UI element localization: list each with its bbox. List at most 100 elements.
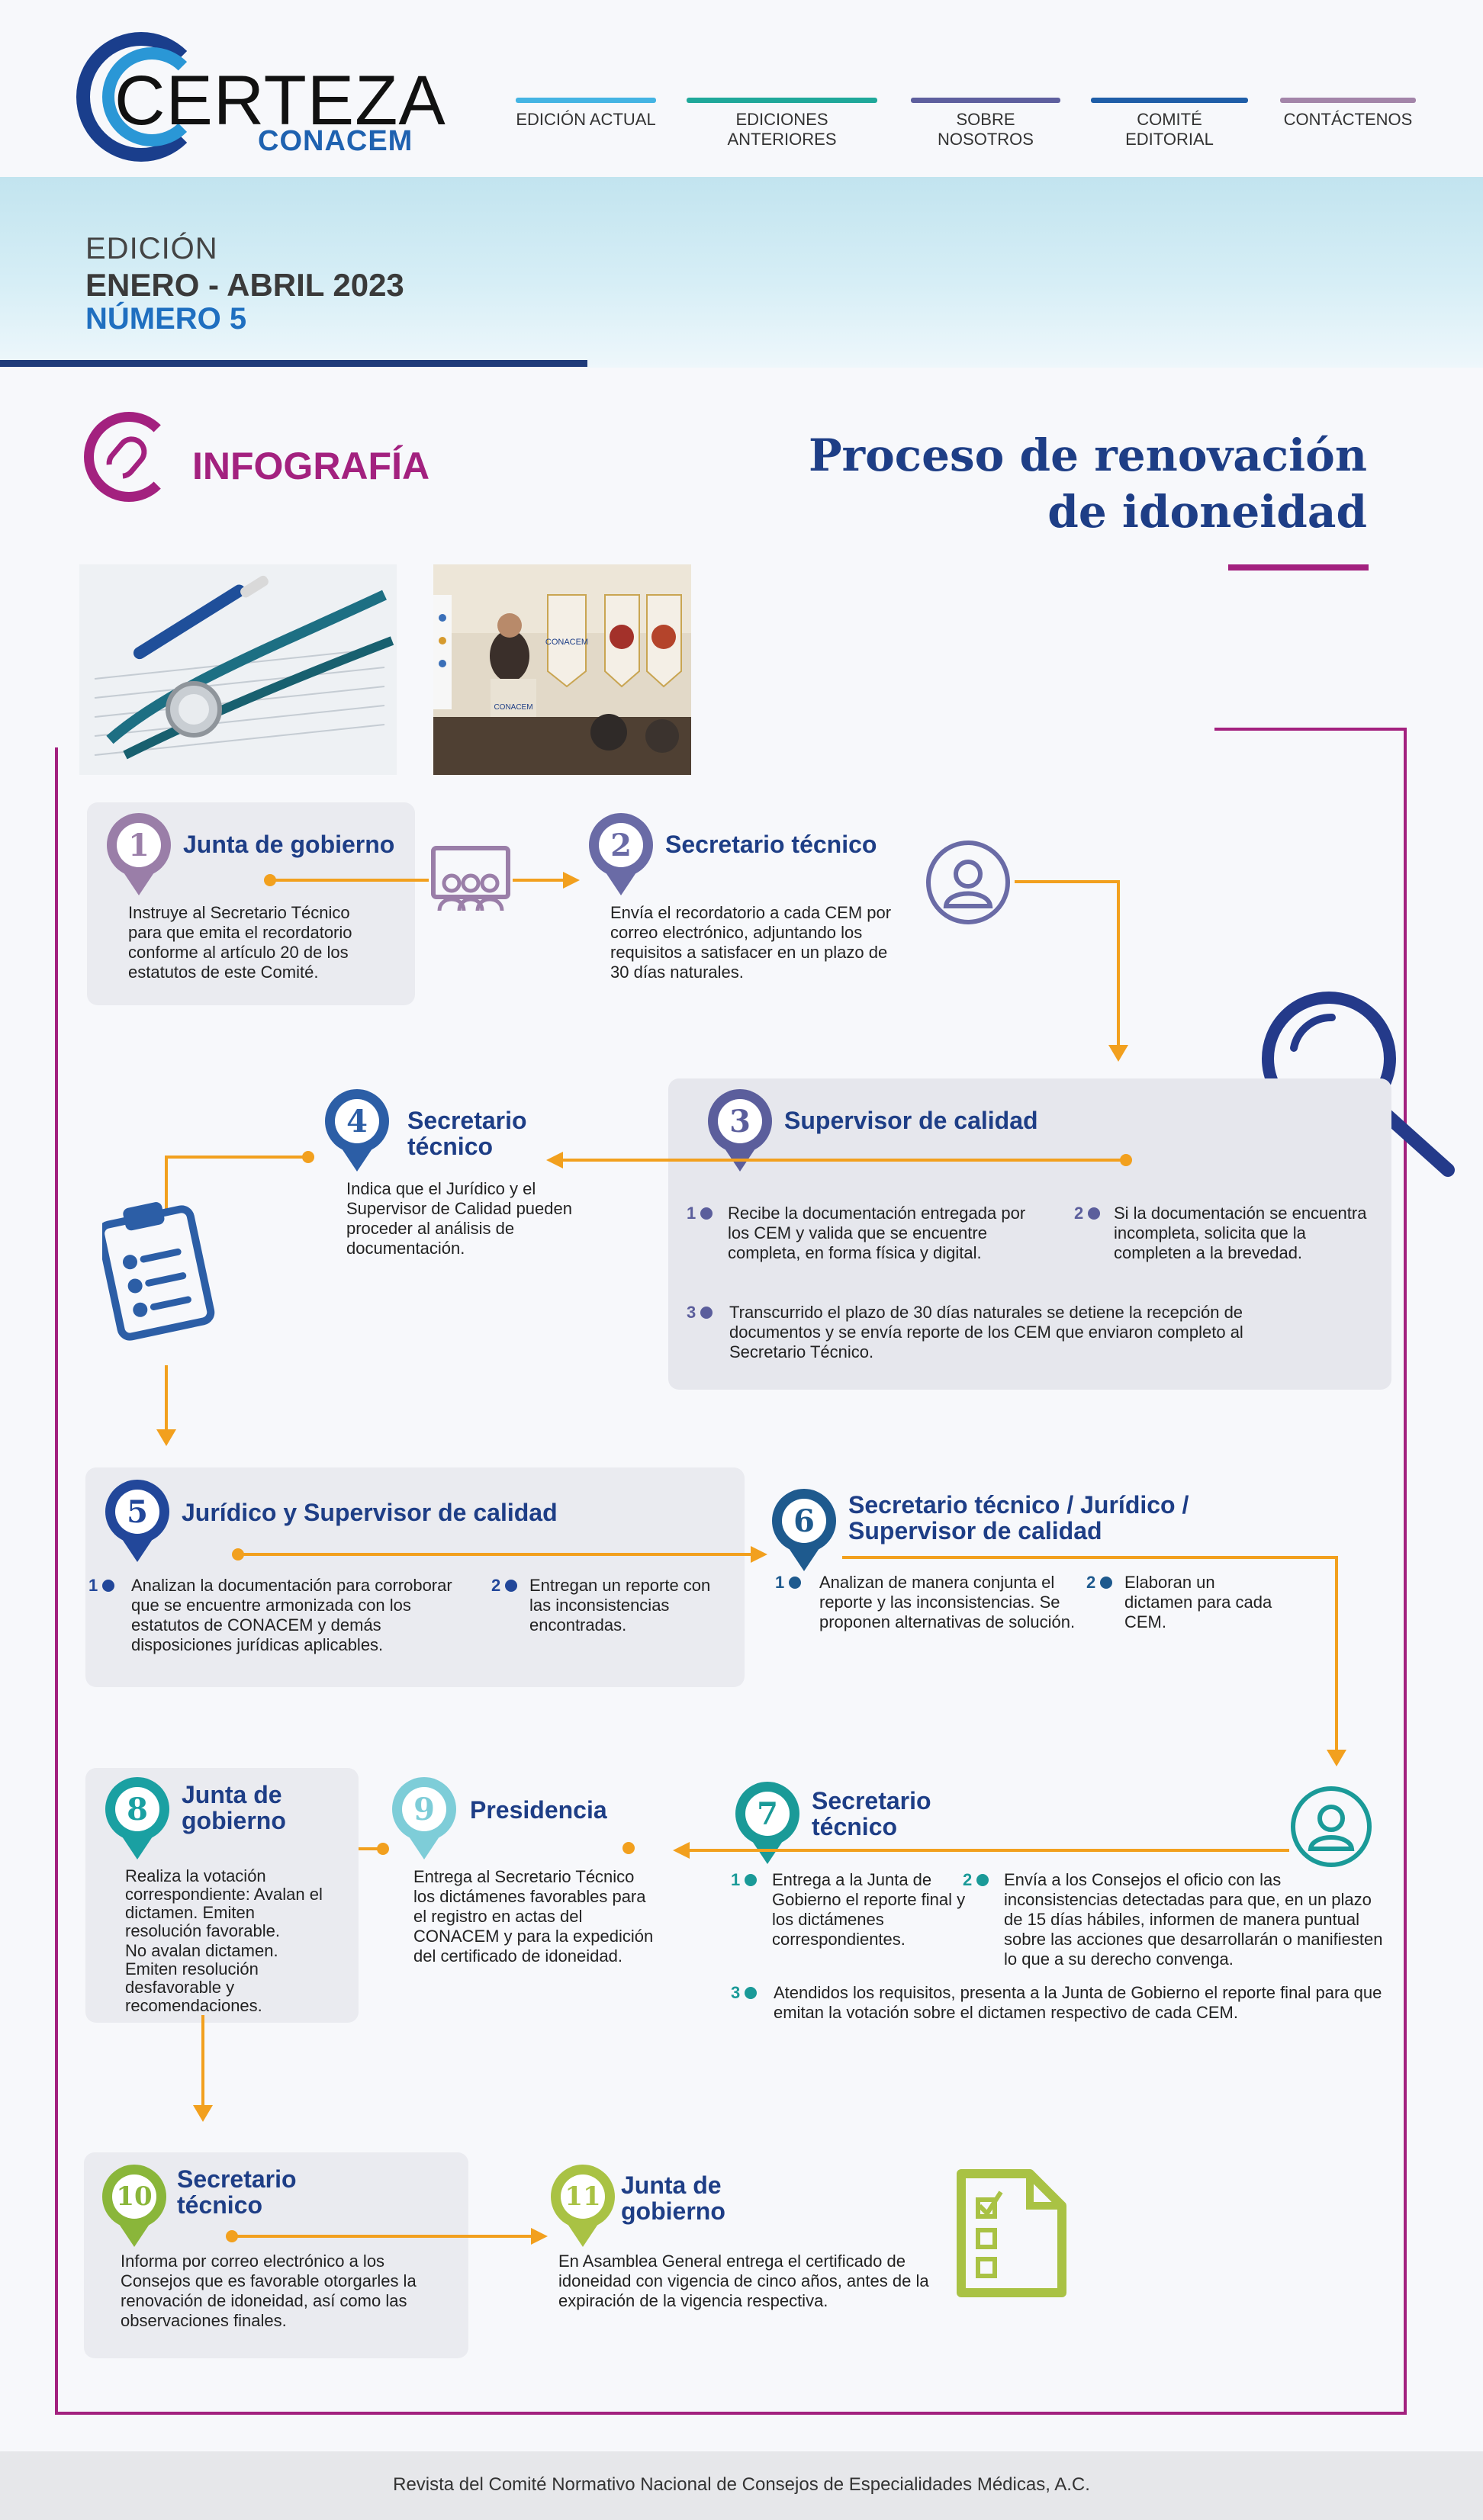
step-title-line1: Secretario (177, 2165, 297, 2193)
bullet-number: 2 (1074, 1204, 1084, 1223)
step-title: Secretario técnico (812, 1788, 931, 1840)
item-text: Elaboran un dictamen para cada CEM. (1124, 1573, 1272, 1631)
step-title: Secretario técnico / Jurídico / Supervis… (848, 1492, 1189, 1544)
connector-line (1335, 1556, 1338, 1754)
bullet-number: 2 (963, 1870, 973, 1889)
stethoscope-photo (79, 564, 397, 775)
connector-dot (622, 1842, 635, 1854)
nav-contactenos[interactable]: CONTÁCTENOS (1280, 98, 1416, 143)
edition-period: ENERO - ABRIL 2023 (85, 267, 404, 303)
step-title-line2: técnico (407, 1133, 494, 1160)
step-title: Junta de gobierno (621, 2172, 725, 2224)
item-text: Entrega a la Junta de Gobierno el report… (772, 1870, 966, 1949)
step-text: En Asamblea General entrega el certifica… (558, 2252, 929, 2310)
nav-label: COMITÉ EDITORIAL (1125, 110, 1214, 149)
bullet-dot (1100, 1577, 1113, 1589)
arrow-down-icon (193, 2105, 213, 2122)
step-text: Indica que el Jurídico y el Supervisor d… (346, 1179, 572, 1258)
arrow-down-icon (1327, 1750, 1346, 1766)
step-title: Jurídico y Supervisor de calidad (182, 1499, 558, 1526)
step-10-pin: 10 (102, 2165, 166, 2247)
item-bullet: 2 (963, 1870, 989, 1890)
step-title-line1: Junta de (182, 1781, 282, 1808)
item-text: Atendidos los requisitos, presenta a la … (774, 1983, 1382, 2022)
step-number: 3 (718, 1099, 762, 1143)
step-number: 11 (561, 2174, 605, 2219)
nav-bar (911, 98, 1060, 103)
nav-label: SOBRE NOSOTROS (938, 110, 1034, 149)
item-bullet: 2 (1086, 1573, 1113, 1593)
bullet-dot (1088, 1207, 1101, 1220)
arrow-right-icon (563, 872, 580, 889)
nav-bar (1091, 98, 1248, 103)
nav-label: EDICIÓN ACTUAL (516, 110, 656, 129)
step-title: Presidencia (470, 1796, 607, 1824)
arrow-left-icon (546, 1152, 563, 1168)
nav-bar (687, 98, 877, 103)
meeting-icon (429, 845, 513, 914)
nav-ediciones-anteriores[interactable]: EDICIONES ANTERIORES (687, 98, 877, 149)
title-underline (1228, 564, 1369, 571)
step-3-card (668, 1078, 1391, 1390)
connector-line (165, 1156, 307, 1159)
nav-sobre-nosotros[interactable]: SOBRE NOSOTROS (911, 98, 1060, 149)
bullet-number: 2 (1086, 1573, 1096, 1592)
step-title-line2: técnico (177, 2191, 263, 2219)
connector-dot (302, 1151, 314, 1163)
bullet-number: 1 (88, 1576, 98, 1595)
step-5-pin: 5 (105, 1480, 169, 1562)
connector-dot (377, 1843, 389, 1855)
page-title-line1: Proceso de renovación (808, 429, 1367, 481)
step-6-pin: 6 (772, 1489, 836, 1571)
arrow-down-icon (1108, 1045, 1128, 1062)
step-text: Envía el recordatorio a cada CEM por cor… (610, 903, 892, 982)
nav-edicion-actual[interactable]: EDICIÓN ACTUAL (516, 98, 656, 143)
edition-label: EDICIÓN (85, 232, 218, 265)
connector-line (842, 1556, 1338, 1559)
arrow-right-icon (751, 1546, 767, 1563)
step-7-pin: 7 (735, 1782, 799, 1864)
step-title: Junta de gobierno (183, 831, 395, 858)
bullet-dot (102, 1580, 115, 1592)
item-bullet: 1 (775, 1573, 802, 1593)
connector-line (165, 1365, 168, 1434)
step-number: 7 (745, 1792, 790, 1836)
step-5-card (85, 1467, 745, 1687)
step-3-pin: 3 (708, 1089, 772, 1172)
step-number: 8 (115, 1787, 159, 1831)
step-number: 9 (402, 1787, 446, 1831)
edition-number: NÚMERO 5 (85, 302, 247, 336)
item-bullet: 3 (731, 1983, 758, 2003)
footer-text: Revista del Comité Normativo Nacional de… (393, 2474, 1090, 2495)
ceremony-illustration: CONACEM CONACEM (433, 564, 691, 775)
user-icon (1291, 1786, 1372, 1867)
step-number: 5 (115, 1490, 159, 1534)
checklist-icon (954, 2169, 1070, 2299)
bullet-number: 1 (731, 1870, 741, 1889)
nav-label: EDICIONES ANTERIORES (727, 110, 837, 149)
bullet-number: 2 (491, 1576, 501, 1595)
step-2-pin: 2 (589, 813, 653, 895)
edition-underline (0, 360, 587, 367)
connector-line (270, 879, 566, 882)
stethoscope-illustration (79, 564, 397, 775)
item-text: Analizan la documentación para corrobora… (131, 1576, 452, 1654)
step-title-line1: Secretario (407, 1107, 527, 1134)
step-text: Instruye al Secretario Técnico para que … (128, 903, 352, 982)
bullet-number: 3 (687, 1303, 696, 1322)
arrow-right-icon (531, 2228, 548, 2245)
connector-line (201, 2015, 204, 2108)
arrow-left-icon (673, 1842, 690, 1859)
logo-wordmark[interactable]: CERTEZA (114, 62, 446, 140)
bullet-dot (745, 1987, 758, 1999)
bullet-dot (700, 1207, 713, 1220)
step-number: 10 (112, 2174, 156, 2219)
bullet-number: 1 (687, 1204, 696, 1223)
frame-top (1214, 728, 1407, 731)
page-title-line2: de idoneidad (1047, 486, 1367, 538)
item-text: Entregan un reporte con las inconsistenc… (529, 1576, 711, 1634)
item-text: Analizan de manera conjunta el reporte y… (819, 1573, 1076, 1631)
nav-comite-editorial[interactable]: COMITÉ EDITORIAL (1091, 98, 1248, 149)
step-number: 6 (782, 1499, 826, 1543)
step-title-line2: gobierno (621, 2197, 725, 2225)
